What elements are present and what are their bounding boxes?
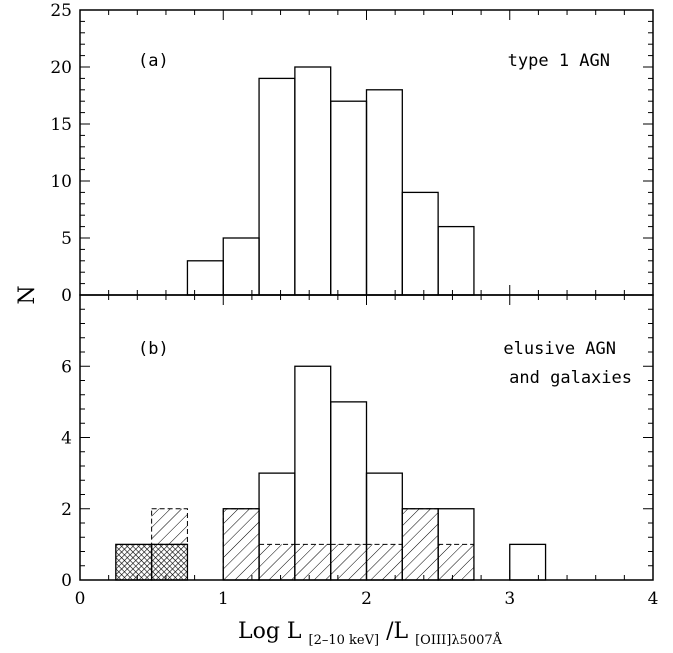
panel-a: 0 5 10 15 20 25 (a) type 1 AGN <box>50 1 654 306</box>
y-tick-label: 0 <box>61 571 72 591</box>
y-tick-label: 25 <box>50 1 72 21</box>
y-tick-label: 5 <box>61 229 72 249</box>
panel-b-marks <box>115 365 547 581</box>
panel-a-ticks: 0 5 10 15 20 25 <box>50 1 654 306</box>
panel-a-annotation: type 1 AGN <box>508 51 610 71</box>
panel-a-outline-bar-0 <box>186 260 224 296</box>
panel-b-crosshatched-bar-1 <box>150 543 189 581</box>
panel-b-hatched-bar-5 <box>366 543 403 581</box>
panel-b-outline-bar-7 <box>509 543 547 581</box>
x-axis-label: Log L [2–10 keV] /L [OIII]λ5007Å <box>238 619 503 650</box>
panel-a-marks <box>186 66 475 296</box>
x-axis-label-slash: /L <box>386 619 408 644</box>
panel-b-hatched-bar-7 <box>437 543 475 581</box>
y-tick-label: 0 <box>61 286 72 306</box>
panel-b-hatched-bar-0 <box>151 508 188 545</box>
panel-a-outline-bar-1 <box>222 237 260 296</box>
panel-b-hatched-bar-6 <box>401 508 439 581</box>
x-tick-label: 4 <box>648 589 659 609</box>
x-tick-label: 2 <box>361 589 372 609</box>
panel-a-outline-bar-7 <box>437 225 475 296</box>
panel-b-ticks: 0 1 2 3 4 0 2 4 6 <box>61 294 659 609</box>
panel-b-hatched-bar-3 <box>294 543 332 581</box>
y-tick-label: 6 <box>61 357 72 377</box>
panel-b-hatched-bar-1 <box>222 508 260 581</box>
x-axis-label-sub1: [2–10 keV] <box>309 633 380 648</box>
panel-a-outline-bar-5 <box>365 89 403 296</box>
y-tick-label: 10 <box>50 172 72 192</box>
x-tick-label: 3 <box>504 589 515 609</box>
y-tick-label: 4 <box>61 429 72 449</box>
panel-a-label: (a) <box>138 51 169 71</box>
x-axis-label-sub2: [OIII]λ5007Å <box>415 632 503 648</box>
panel-b-crosshatched-bar-0 <box>115 543 153 581</box>
x-axis-label-main: Log L <box>238 619 302 644</box>
panel-a-outline-bar-4 <box>330 100 368 296</box>
panel-a-outline-bar-2 <box>258 77 296 296</box>
y-axis-label: N <box>15 285 40 304</box>
panel-b-annotation-line1: elusive AGN <box>503 339 616 359</box>
y-tick-label: 2 <box>61 500 72 520</box>
panel-a-outline-bar-6 <box>401 191 439 296</box>
panel-b-hatched-bar-2 <box>258 543 296 581</box>
panel-b-label: (b) <box>138 339 169 359</box>
panel-a-outline-bar-3 <box>294 66 332 296</box>
panel-b-hatched-bar-4 <box>330 543 367 581</box>
panel-b-annotation-line2: and galaxies <box>509 368 632 388</box>
y-tick-label: 15 <box>50 115 72 135</box>
x-tick-label: 1 <box>218 589 229 609</box>
panel-b: 0 1 2 3 4 0 2 4 6 (b) elusive AGN and galaxies <box>61 294 659 609</box>
y-tick-label: 20 <box>50 58 72 78</box>
x-tick-label: 0 <box>75 589 86 609</box>
